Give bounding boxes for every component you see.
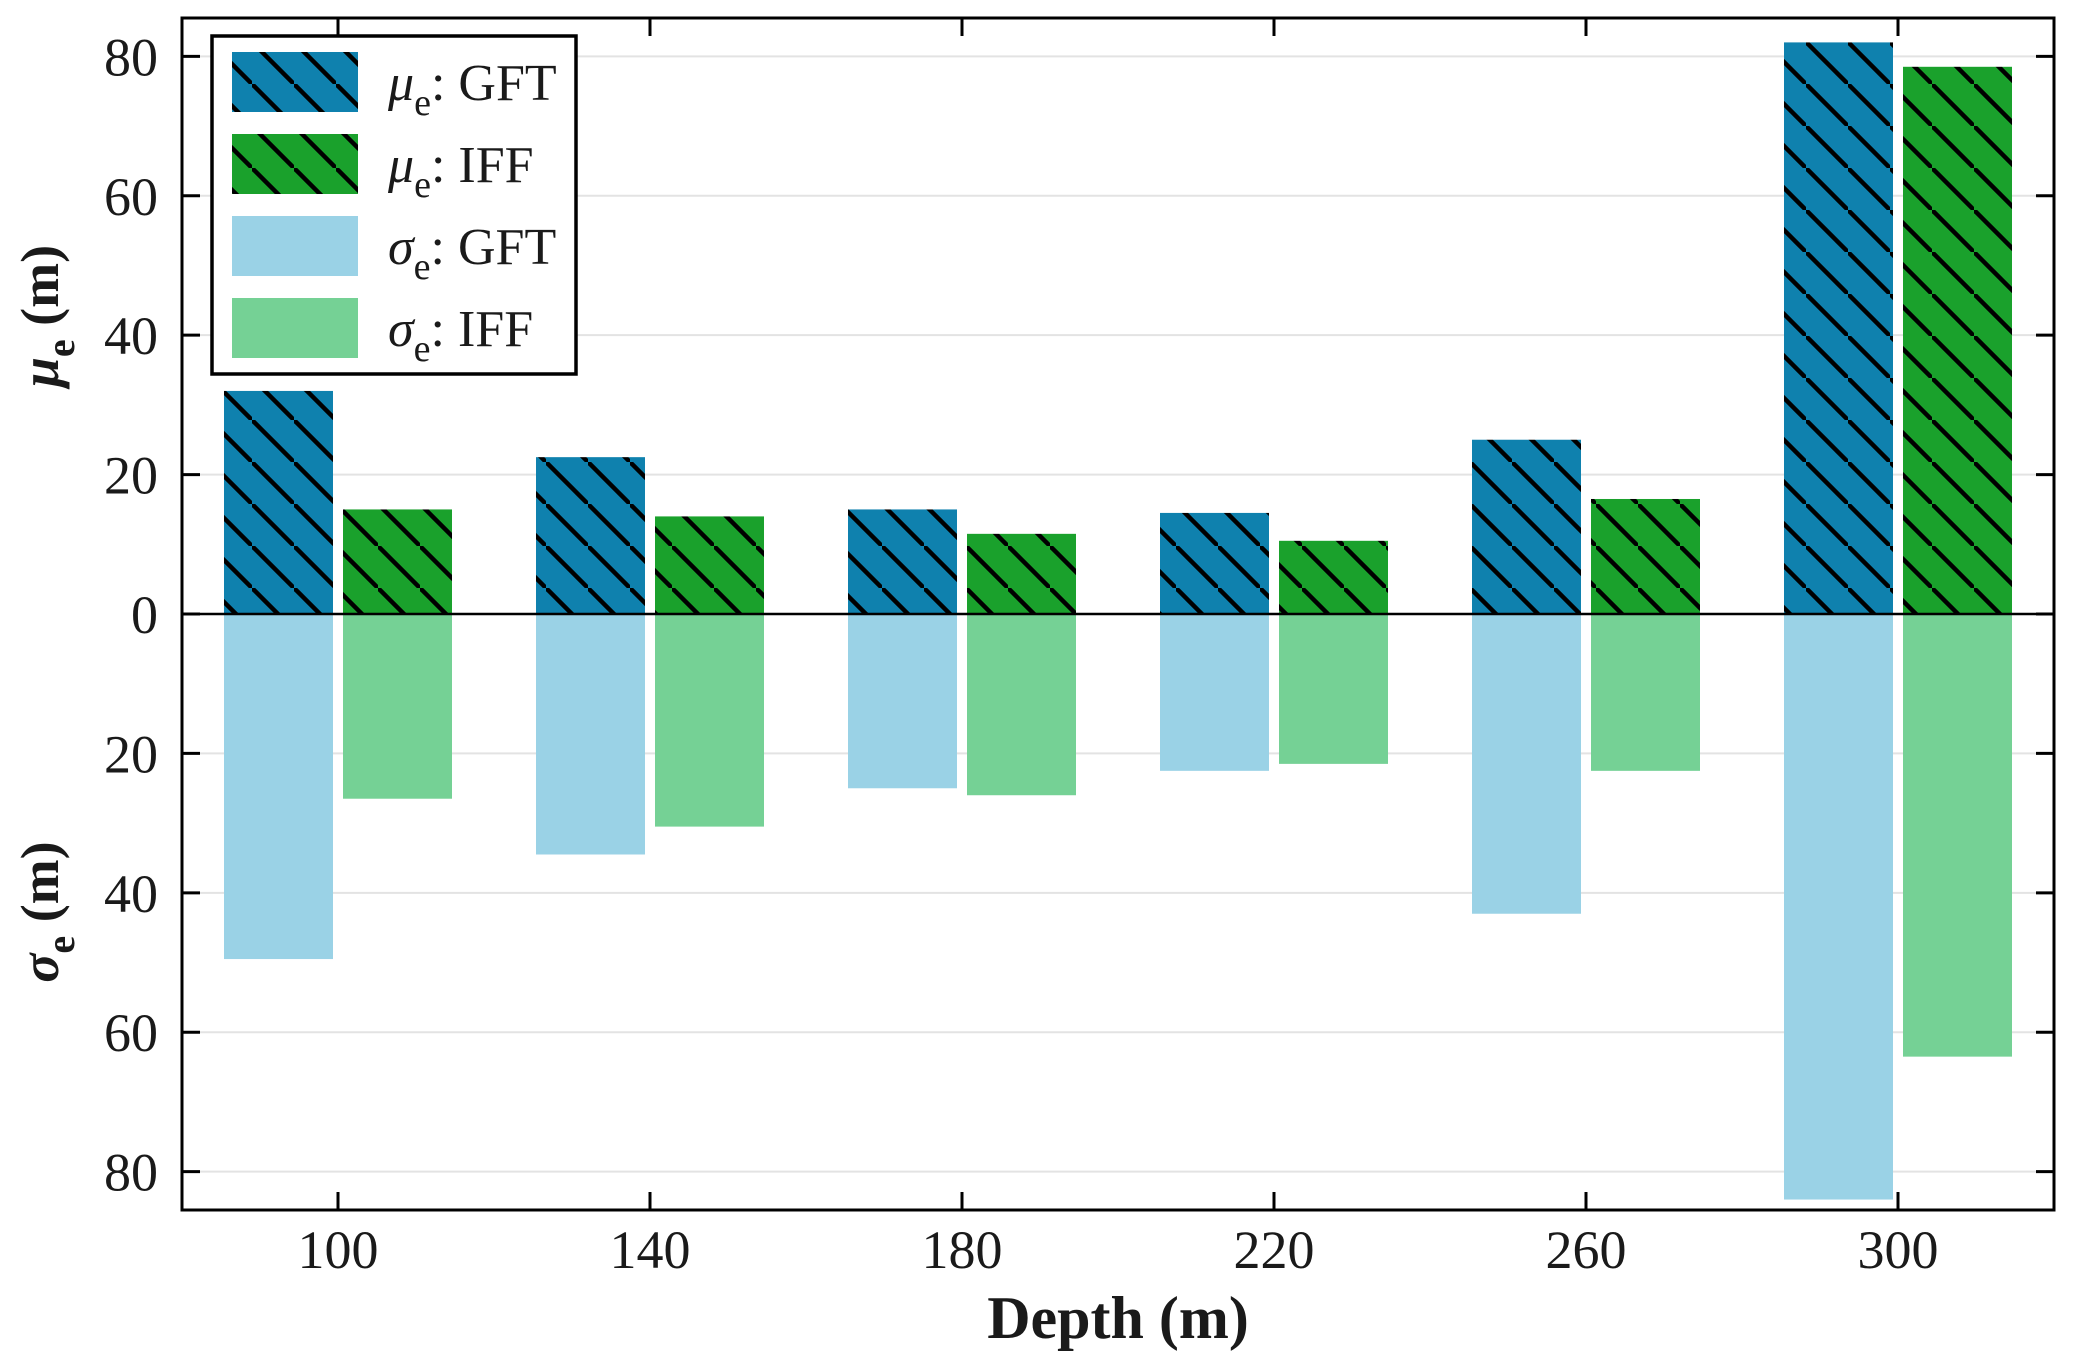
legend: μe: GFT μe: IFF σe: GFT σe: IFF xyxy=(210,34,578,376)
legend-swatch-1 xyxy=(232,134,358,194)
bar-mu-e-gft-180 xyxy=(848,509,957,614)
x-tick-label-220: 220 xyxy=(1234,1220,1315,1280)
legend-label-3: σe: IFF xyxy=(388,301,533,370)
legend-swatch-2 xyxy=(232,216,358,276)
y-tick-label-top-0: 0 xyxy=(131,585,158,645)
bar-mu-e-gft-300 xyxy=(1784,42,1893,615)
x-tick-label-100: 100 xyxy=(298,1220,379,1280)
bar-sigma-e-iff-180 xyxy=(967,614,1076,796)
bar-sigma-e-gft-100 xyxy=(224,614,333,960)
bar-mu-e-gft-260 xyxy=(1472,439,1581,614)
bar-sigma-e-gft-300 xyxy=(1784,614,1893,1200)
y-tick-label-top-60: 60 xyxy=(104,167,158,227)
bar-mu-e-gft-100 xyxy=(224,390,333,614)
bar-sigma-e-gft-220 xyxy=(1160,614,1269,771)
bars xyxy=(224,42,2012,1200)
bar-sigma-e-iff-140 xyxy=(655,614,764,827)
bar-mu-e-iff-180 xyxy=(967,533,1076,614)
bar-sigma-e-iff-220 xyxy=(1279,614,1388,764)
bar-mu-e-iff-220 xyxy=(1279,540,1388,614)
bar-mu-e-gft-220 xyxy=(1160,512,1269,614)
y-axis-label-top: μe (m) xyxy=(10,245,83,390)
legend-label-0: μe: GFT xyxy=(387,55,557,124)
x-tick-labels: 100 140 180 220 260 300 xyxy=(298,1220,1939,1280)
x-axis-label: Depth (m) xyxy=(987,1285,1249,1351)
legend-swatch-0 xyxy=(232,52,358,112)
bar-mu-e-iff-100 xyxy=(343,509,452,614)
bar-mu-e-gft-140 xyxy=(536,457,645,614)
y-tick-labels: 0 20 40 60 80 20 40 60 80 xyxy=(104,27,158,1202)
y-axis-label-bottom-text: σe (m) xyxy=(10,841,83,982)
bar-mu-e-iff-300 xyxy=(1903,66,2012,615)
x-tick-label-140: 140 xyxy=(610,1220,691,1280)
bar-mu-e-iff-140 xyxy=(655,516,764,614)
y-tick-label-top-80: 80 xyxy=(104,27,158,87)
x-tick-label-300: 300 xyxy=(1858,1220,1939,1280)
y-tick-label-top-20: 20 xyxy=(104,446,158,506)
y-tick-label-bottom-80: 80 xyxy=(104,1143,158,1203)
bar-sigma-e-gft-140 xyxy=(536,614,645,855)
bar-sigma-e-iff-100 xyxy=(343,614,452,799)
bar-sigma-e-iff-300 xyxy=(1903,614,2012,1057)
legend-label-1: μe: IFF xyxy=(387,137,534,206)
axis-ticks xyxy=(182,18,2054,1210)
bar-sigma-e-iff-260 xyxy=(1591,614,1700,771)
bar-sigma-e-gft-180 xyxy=(848,614,957,789)
x-tick-label-180: 180 xyxy=(922,1220,1003,1280)
y-axis-label-top-text: μe (m) xyxy=(10,245,83,390)
y-tick-label-bottom-60: 60 xyxy=(104,1003,158,1063)
y-tick-label-top-40: 40 xyxy=(104,306,158,366)
x-tick-label-260: 260 xyxy=(1546,1220,1627,1280)
legend-swatch-3 xyxy=(232,298,358,358)
y-axis-label-bottom: σe (m) xyxy=(10,841,83,982)
y-tick-label-bottom-20: 20 xyxy=(104,724,158,784)
bar-mu-e-iff-260 xyxy=(1591,498,1700,614)
legend-label-2: σe: GFT xyxy=(388,219,556,288)
y-tick-label-bottom-40: 40 xyxy=(104,864,158,924)
bar-sigma-e-gft-260 xyxy=(1472,614,1581,914)
